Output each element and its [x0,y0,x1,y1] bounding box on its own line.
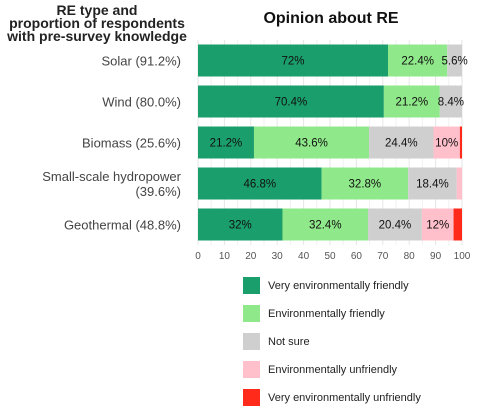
bar-segment [433,126,460,159]
bar-segment [456,167,462,200]
legend-swatch [243,305,260,322]
data-label: 32.4% [309,220,342,232]
y-axis-title-line: proportion of respondents [9,15,185,31]
bar-segment [459,126,462,159]
x-tick-label: 0 [195,251,201,262]
bar-segment [383,85,440,118]
x-tick-label: 100 [454,251,471,262]
category-labels: Solar (91.2%) Wind (80.0%) Biomass (25.6%)… [42,54,181,233]
data-label: 8.4% [438,97,464,109]
data-label: 32% [229,220,252,232]
data-label: 24.4% [385,138,418,150]
bar-segment [198,208,283,241]
data-label: 10% [435,138,458,150]
data-label: 20.4% [379,220,412,232]
x-tick-label: 60 [351,251,363,262]
bar-segment [368,208,422,241]
legend-swatch [243,389,260,406]
bar-segment [453,208,462,241]
data-label: 21.2% [210,138,243,150]
data-label: 22.4% [401,56,434,68]
x-tick-label: 10 [219,251,231,262]
bar-segment [447,44,462,77]
data-label: 32.8% [349,179,382,191]
bar-segment [439,85,462,118]
bar-segment [408,167,457,200]
legend-swatch [243,361,260,378]
y-axis-title-line: RE type and [57,2,138,18]
category-label: Small-scale hydropower [42,169,181,184]
bars [198,44,462,241]
x-tick-label: 40 [298,251,310,262]
data-labels: 72% 22.4% 5.6% 70.4% 21.2% 8.4% 21.2% 43.6% 24.4… [210,56,468,232]
legend-label: Environmentally friendly [268,308,385,320]
x-tick-label: 50 [324,251,336,262]
bar-segment [321,167,409,200]
bar-segment [198,126,254,159]
data-label: 70.4% [275,97,308,109]
data-label: 5.6% [441,56,467,68]
legend: Very environmentally friendly Environment… [243,277,421,406]
bar-segment [421,208,454,241]
x-tick-label: 70 [377,251,389,262]
category-label: Solar (91.2%) [102,54,181,69]
bar-segment [198,167,322,200]
x-tick-label: 20 [245,251,257,262]
data-label: 21.2% [396,97,429,109]
legend-label: Environmentally unfriendly [268,364,398,376]
bar-segment [198,44,389,77]
category-label: Biomass (25.6%) [82,136,181,151]
x-axis-ticks: 0 10 20 30 40 50 60 70 80 90 100 [195,251,471,262]
category-label: (39.6%) [135,184,181,199]
data-label: 46.8% [243,179,276,191]
y-axis-title-line: with pre-survey knowledge [6,28,187,44]
legend-label: Very environmentally unfriendly [268,392,421,404]
data-label: 18.4% [416,179,449,191]
x-tick-label: 90 [430,251,442,262]
data-label: 72% [282,56,305,68]
x-tick-label: 30 [272,251,284,262]
category-label: Wind (80.0%) [102,95,181,110]
x-tick-label: 80 [404,251,416,262]
bar-segment [198,85,384,118]
data-label: 43.6% [295,138,328,150]
bar-segment [369,126,434,159]
bar-segment [388,44,448,77]
bar-segment [282,208,369,241]
chart-title: Opinion about RE [263,10,398,27]
legend-swatch [243,333,260,350]
legend-label: Very environmentally friendly [268,280,409,292]
legend-swatch [243,277,260,294]
data-label: 12% [426,220,449,232]
legend-label: Not sure [268,336,310,348]
bar-segment [253,126,370,159]
category-label: Geothermal (48.8%) [64,218,181,233]
